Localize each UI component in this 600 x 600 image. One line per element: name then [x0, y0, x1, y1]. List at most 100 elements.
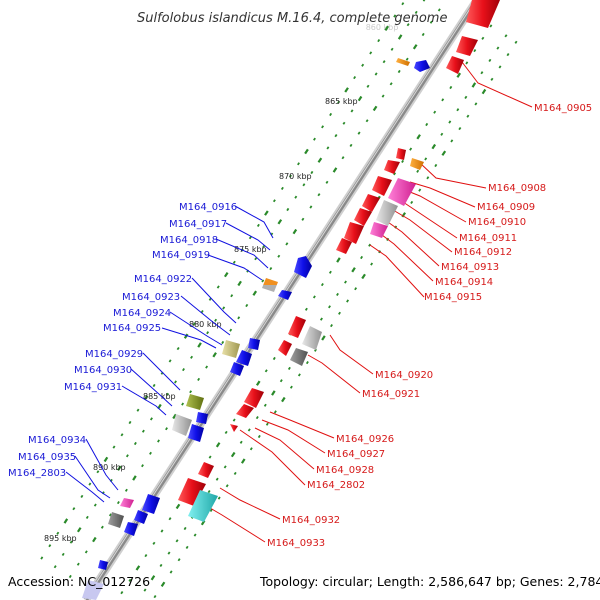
gene-label[interactable]: M164_2802 — [307, 480, 365, 491]
gene-label[interactable]: M164_0921 — [362, 389, 420, 400]
gene-label[interactable]: M164_0905 — [534, 103, 592, 114]
gene-label[interactable]: M164_0915 — [424, 292, 482, 303]
track-tick — [321, 125, 325, 129]
gene-label[interactable]: M164_0927 — [327, 449, 385, 460]
track-tick — [229, 328, 233, 332]
gene-arrow-forward[interactable] — [354, 208, 372, 226]
gene-arrow-reverse[interactable] — [414, 60, 430, 72]
gene-arrow-forward[interactable] — [396, 148, 406, 160]
gene-block-cyan[interactable] — [188, 490, 218, 522]
gene-arrow-reverse[interactable] — [124, 522, 138, 536]
gene-arrow-forward[interactable] — [384, 160, 400, 174]
gene-label[interactable]: M164_0933 — [267, 538, 325, 549]
gene-arrow-reverse[interactable] — [248, 338, 260, 350]
gene-arrow-forward[interactable] — [244, 388, 264, 408]
track-tick — [488, 58, 492, 62]
gene-arrow-forward[interactable] — [230, 424, 238, 432]
gene-block-olive[interactable] — [186, 394, 204, 410]
gene-label[interactable]: M164_0931 — [64, 382, 122, 393]
gene-label[interactable]: M164_0934 — [28, 435, 86, 446]
gene-label[interactable]: M164_0924 — [113, 308, 171, 319]
rna-feature[interactable] — [410, 158, 424, 170]
gene-arrow-reverse[interactable] — [196, 412, 208, 424]
gene-arrow-forward[interactable] — [362, 194, 380, 212]
gene-block-grey[interactable] — [302, 326, 322, 350]
gene-label[interactable]: M164_0910 — [468, 217, 526, 228]
track-tick — [271, 390, 276, 396]
gene-arrow-reverse[interactable] — [278, 290, 292, 300]
gene-arrow-forward[interactable] — [198, 462, 214, 478]
gene-arrow-forward[interactable] — [372, 176, 392, 196]
track-tick — [414, 10, 418, 14]
gene-label[interactable]: M164_0919 — [152, 250, 210, 261]
track-tick — [245, 303, 249, 308]
gene-arrow-forward[interactable] — [344, 222, 364, 244]
track-tick — [207, 490, 211, 494]
track-tick — [257, 434, 261, 439]
gene-label[interactable]: M164_0916 — [179, 202, 237, 213]
gene-arrow-forward[interactable] — [178, 478, 206, 506]
gene-arrow-forward[interactable] — [446, 56, 464, 74]
gene-arrow-forward[interactable] — [236, 404, 254, 418]
track-tick — [328, 305, 331, 309]
rna-feature[interactable] — [396, 58, 410, 66]
gene-block-khaki[interactable] — [222, 340, 240, 358]
gene-label[interactable]: M164_0922 — [134, 274, 192, 285]
gene-label[interactable]: M164_0926 — [336, 434, 394, 445]
gene-label[interactable]: M164_0930 — [74, 365, 132, 376]
gene-label[interactable]: M164_0920 — [375, 370, 433, 381]
track-tick — [357, 131, 361, 135]
gene-label[interactable]: M164_0914 — [435, 277, 493, 288]
gene-block-orange-grey[interactable] — [262, 278, 278, 292]
map-title: Sulfolobus islandicus M.16.4, complete g… — [137, 11, 447, 26]
track-tick — [84, 550, 88, 554]
gene-block-dark-grey[interactable] — [290, 348, 308, 366]
gene-arrow-reverse[interactable] — [294, 256, 312, 278]
gene-label[interactable]: M164_2803 — [8, 468, 66, 479]
gene-label[interactable]: M164_0911 — [459, 233, 517, 244]
gene-arrow-reverse[interactable] — [98, 560, 108, 570]
gene-label[interactable]: M164_0929 — [85, 349, 143, 360]
track-tick — [40, 556, 44, 560]
gene-label[interactable]: M164_0932 — [282, 515, 340, 526]
track-tick — [397, 69, 401, 74]
gene-label[interactable]: M164_0912 — [454, 247, 512, 258]
gene-arrow-reverse[interactable] — [188, 424, 204, 442]
gene-label[interactable]: M164_0935 — [18, 452, 76, 463]
gene-block-magenta[interactable] — [370, 222, 388, 238]
gene-label[interactable]: M164_0925 — [103, 323, 161, 334]
right-gene-labels: M164_0905 M164_0908 M164_0909 M164_0910 … — [267, 103, 592, 549]
gene-label[interactable]: M164_0918 — [160, 235, 218, 246]
gene-block-magenta[interactable] — [120, 498, 134, 508]
gene-label[interactable]: M164_0908 — [488, 183, 546, 194]
track-tick — [232, 260, 236, 264]
track-tick — [190, 355, 194, 359]
gene-arrow-reverse[interactable] — [230, 362, 244, 376]
gene-block-dark-grey[interactable] — [108, 512, 124, 528]
gene-label[interactable]: M164_0928 — [316, 465, 374, 476]
gene-label[interactable]: M164_0913 — [441, 262, 499, 273]
gene-label[interactable]: M164_0923 — [122, 292, 180, 303]
gene-arrow-forward[interactable] — [278, 340, 292, 356]
gene-block-magenta[interactable] — [388, 178, 416, 206]
track-tick — [416, 169, 420, 173]
gene-arrow-forward[interactable] — [466, 0, 500, 28]
genome-summary: Topology: circular; Length: 2,586,647 bp… — [259, 574, 600, 589]
track-tick — [294, 195, 298, 199]
track-tick — [216, 285, 220, 289]
track-tick — [272, 356, 276, 361]
gene-arrow-forward[interactable] — [456, 36, 478, 56]
gene-arrow-reverse[interactable] — [134, 510, 148, 524]
track-tick — [305, 361, 309, 365]
gene-label[interactable]: M164_0909 — [477, 202, 535, 213]
gene-label[interactable]: M164_0917 — [169, 219, 227, 230]
track-tick — [434, 163, 438, 168]
gene-arrow-forward[interactable] — [336, 238, 352, 254]
gene-block-grey[interactable] — [172, 414, 192, 436]
gene-block-grey[interactable] — [376, 200, 398, 226]
gene-arrow-reverse[interactable] — [236, 350, 252, 366]
track-tick — [369, 51, 373, 55]
gene-arrow-forward[interactable] — [288, 316, 306, 338]
gene-arrow-reverse[interactable] — [142, 494, 160, 514]
gene-block-lavender[interactable] — [82, 580, 104, 600]
